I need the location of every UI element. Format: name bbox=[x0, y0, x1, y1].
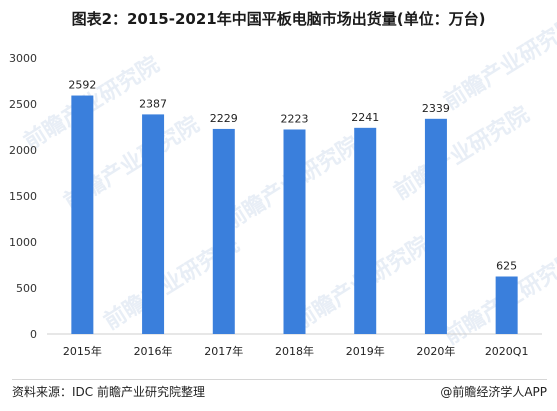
x-tick-label: 2020Q1 bbox=[485, 345, 529, 358]
y-tick-label: 3000 bbox=[9, 52, 37, 65]
chart-title: 图表2：2015-2021年中国平板电脑市场出货量(单位：万台) bbox=[71, 10, 486, 28]
y-tick-label: 0 bbox=[30, 328, 37, 341]
y-tick-label: 500 bbox=[16, 282, 37, 295]
x-tick-label: 2019年 bbox=[346, 344, 385, 358]
y-tick-label: 2500 bbox=[9, 98, 37, 111]
footer-divider bbox=[12, 379, 547, 380]
brand-credit: @前瞻经济学人APP bbox=[440, 385, 547, 399]
data-label: 2241 bbox=[351, 111, 379, 124]
footer: 资料来源：IDC 前瞻产业研究院整理 @前瞻经济学人APP bbox=[12, 379, 547, 405]
source-note: 资料来源：IDC 前瞻产业研究院整理 bbox=[12, 385, 205, 399]
x-tick-label: 2016年 bbox=[134, 344, 173, 358]
y-tick-label: 1500 bbox=[9, 190, 37, 203]
data-label: 2387 bbox=[139, 97, 167, 110]
y-tick-label: 2000 bbox=[9, 144, 37, 157]
bar bbox=[212, 128, 235, 334]
data-label: 625 bbox=[496, 260, 517, 273]
bar bbox=[71, 95, 94, 334]
watermark-text: 前瞻产业研究院 bbox=[439, 11, 557, 115]
y-tick-label: 1000 bbox=[9, 236, 37, 249]
watermark-text: 前瞻产业研究院 bbox=[389, 101, 533, 205]
bar bbox=[283, 129, 306, 334]
bar bbox=[142, 114, 165, 335]
x-tick-label: 2018年 bbox=[275, 344, 314, 358]
x-tick-label: 2020年 bbox=[416, 344, 455, 358]
bar-series bbox=[71, 95, 518, 335]
bar bbox=[424, 118, 447, 334]
data-label: 2339 bbox=[422, 102, 450, 115]
data-labels: 2592 2387 2229 2223 2241 2339 625 bbox=[68, 79, 517, 273]
bar bbox=[495, 276, 518, 334]
data-label: 2592 bbox=[68, 79, 96, 92]
data-label: 2223 bbox=[281, 112, 309, 125]
bar bbox=[354, 127, 377, 334]
bar-chart: 前瞻产业研究院前瞻产业研究院前瞻产业研究院前瞻产业研究院前瞻产业研究院前瞻产业研… bbox=[9, 11, 557, 358]
data-label: 2229 bbox=[210, 112, 238, 125]
x-tick-label: 2017年 bbox=[204, 344, 243, 358]
x-tick-label: 2015年 bbox=[63, 344, 102, 358]
